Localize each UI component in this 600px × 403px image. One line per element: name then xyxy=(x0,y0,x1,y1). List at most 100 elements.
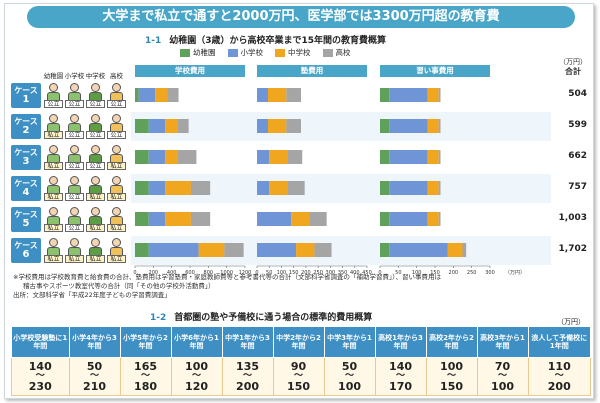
table-cell: 100 〜 120 xyxy=(170,357,223,396)
school-type-tag: 公立 xyxy=(86,162,105,170)
student-figures: 私立 公立 公立 私立 xyxy=(43,144,127,170)
school-type-tag: 公立 xyxy=(107,131,126,139)
unit-label: （万円） xyxy=(559,58,587,66)
tick-label: 100 xyxy=(277,270,287,276)
header-junior-high: 中学校 xyxy=(85,72,106,80)
student-head xyxy=(91,83,100,92)
tick-label: 250 xyxy=(467,270,477,276)
bar-segment xyxy=(427,212,439,226)
school-type-tag: 私立 xyxy=(107,255,126,263)
tick-label: 200 xyxy=(449,270,459,276)
note-line: 稽古事やスポーツ教室代等の合計（同「その他の学校外活動費」） xyxy=(23,282,215,290)
bar-segment xyxy=(380,150,390,164)
legend-swatch xyxy=(180,48,190,57)
table-header-cell: 中学2年から2年間 xyxy=(272,326,325,358)
legend-item: 幼稚園 xyxy=(180,47,216,58)
legend-item: 高校 xyxy=(322,47,351,58)
cost-high: 100 xyxy=(491,380,515,393)
student-figures: 私立 公立 私立 私立 xyxy=(43,175,127,201)
school-type-tag: 私立 xyxy=(107,224,126,232)
table-cell: 50 〜 210 xyxy=(68,357,121,396)
case-total: 1,003 xyxy=(558,213,587,223)
student-figures: 公立 公立 公立 公立 xyxy=(43,82,127,108)
student-head xyxy=(112,83,121,92)
bar-segment xyxy=(148,119,166,133)
panel-header-juku: 塾費用 xyxy=(257,65,367,77)
table-header-cell: 小学校受験塾に1年間 xyxy=(11,326,70,358)
bar-segment xyxy=(380,119,390,133)
student-icon: 私立 xyxy=(64,237,85,263)
section2-number: 1-2 xyxy=(150,313,167,323)
student-icon: 公立 xyxy=(106,82,127,108)
tick-label: 150 xyxy=(430,270,440,276)
case-word: ケース xyxy=(14,241,38,250)
bar-segment xyxy=(286,119,301,133)
bar-segment xyxy=(148,212,166,226)
bar-segment xyxy=(148,150,166,164)
bar-segment xyxy=(190,212,211,226)
student-head xyxy=(70,176,79,185)
tick-label: 600 xyxy=(185,270,195,276)
student-head xyxy=(49,83,58,92)
school-type-tag: 公立 xyxy=(65,100,84,108)
table-header-cell: 浪人して予備校に1年間 xyxy=(527,326,592,358)
row-background xyxy=(131,143,551,172)
bar-segment xyxy=(135,212,149,226)
tick-label: 400 xyxy=(167,270,177,276)
bar-segment xyxy=(269,150,288,164)
bar-segment xyxy=(269,181,288,195)
bar-segment xyxy=(309,212,327,226)
tick-label: 300 xyxy=(485,270,495,276)
student-icon: 公立 xyxy=(43,82,64,108)
student-icon: 公立 xyxy=(85,113,106,139)
table-cell: 110 〜 200 xyxy=(527,357,592,396)
legend-label: 小学校 xyxy=(240,48,264,57)
bar-segment xyxy=(190,181,211,195)
table-cell: 140 〜 230 xyxy=(11,357,70,396)
tick-label: 350 xyxy=(338,270,348,276)
cost-low: 100 xyxy=(440,360,464,373)
bar-segment xyxy=(438,150,441,164)
table-row: 140 〜 230 50 〜 210 165 〜 180 100 〜 120 135 〜 200 90 〜 150… xyxy=(11,357,592,396)
range-separator: 〜 xyxy=(447,371,457,381)
school-type-tag: 私立 xyxy=(107,193,126,201)
tick-label: 450 xyxy=(362,270,372,276)
bar-segment xyxy=(165,212,191,226)
bar-segment xyxy=(268,88,287,102)
note-line: ※学校費用は学校教育費と給食費の合計、塾費用は学習塾費・家庭教師費等と参考書代等… xyxy=(13,273,441,281)
cost-high: 150 xyxy=(287,380,311,393)
section1-title: 1-1 幼稚園（3歳）から高校卒業まで15年間の教育費概算 xyxy=(145,33,386,46)
header-kindergarten: 幼稚園 xyxy=(43,72,64,80)
legend-label: 幼稚園 xyxy=(193,48,216,57)
student-icon: 私立 xyxy=(106,206,127,232)
table-cell: 70 〜 100 xyxy=(476,357,529,396)
legend: 幼稚園 小学校 中学校 高校 xyxy=(180,47,351,58)
tick-label: 200 xyxy=(301,270,311,276)
case-total: 599 xyxy=(568,120,587,130)
school-type-tag: 公立 xyxy=(44,100,63,108)
case-label: ケース 4 xyxy=(11,176,41,201)
bar-segment xyxy=(165,150,178,164)
student-icon: 私立 xyxy=(43,144,64,170)
bar-segment xyxy=(198,243,225,257)
cost-low: 140 xyxy=(28,360,52,373)
school-type-tag: 公立 xyxy=(65,131,84,139)
legend-item: 中学校 xyxy=(275,47,311,58)
school-type-tag: 公立 xyxy=(65,224,84,232)
cost-high: 170 xyxy=(389,380,413,393)
table-cell: 165 〜 180 xyxy=(119,357,172,396)
school-type-tag: 私立 xyxy=(86,193,105,201)
student-head xyxy=(70,207,79,216)
cost-low: 165 xyxy=(134,360,158,373)
school-type-tag: 公立 xyxy=(86,131,105,139)
bar-segment xyxy=(257,243,297,257)
student-figures: 私立 公立 私立 私立 xyxy=(43,206,127,232)
tick-label: 400 xyxy=(350,270,360,276)
case-number: 3 xyxy=(22,156,30,167)
tick-label: 300 xyxy=(326,270,336,276)
bar-segment xyxy=(135,150,149,164)
table-header-cell: 小学6年から1年間 xyxy=(170,326,223,358)
bar-segment xyxy=(257,119,268,133)
range-separator: 〜 xyxy=(35,371,45,381)
range-separator: 〜 xyxy=(498,371,508,381)
